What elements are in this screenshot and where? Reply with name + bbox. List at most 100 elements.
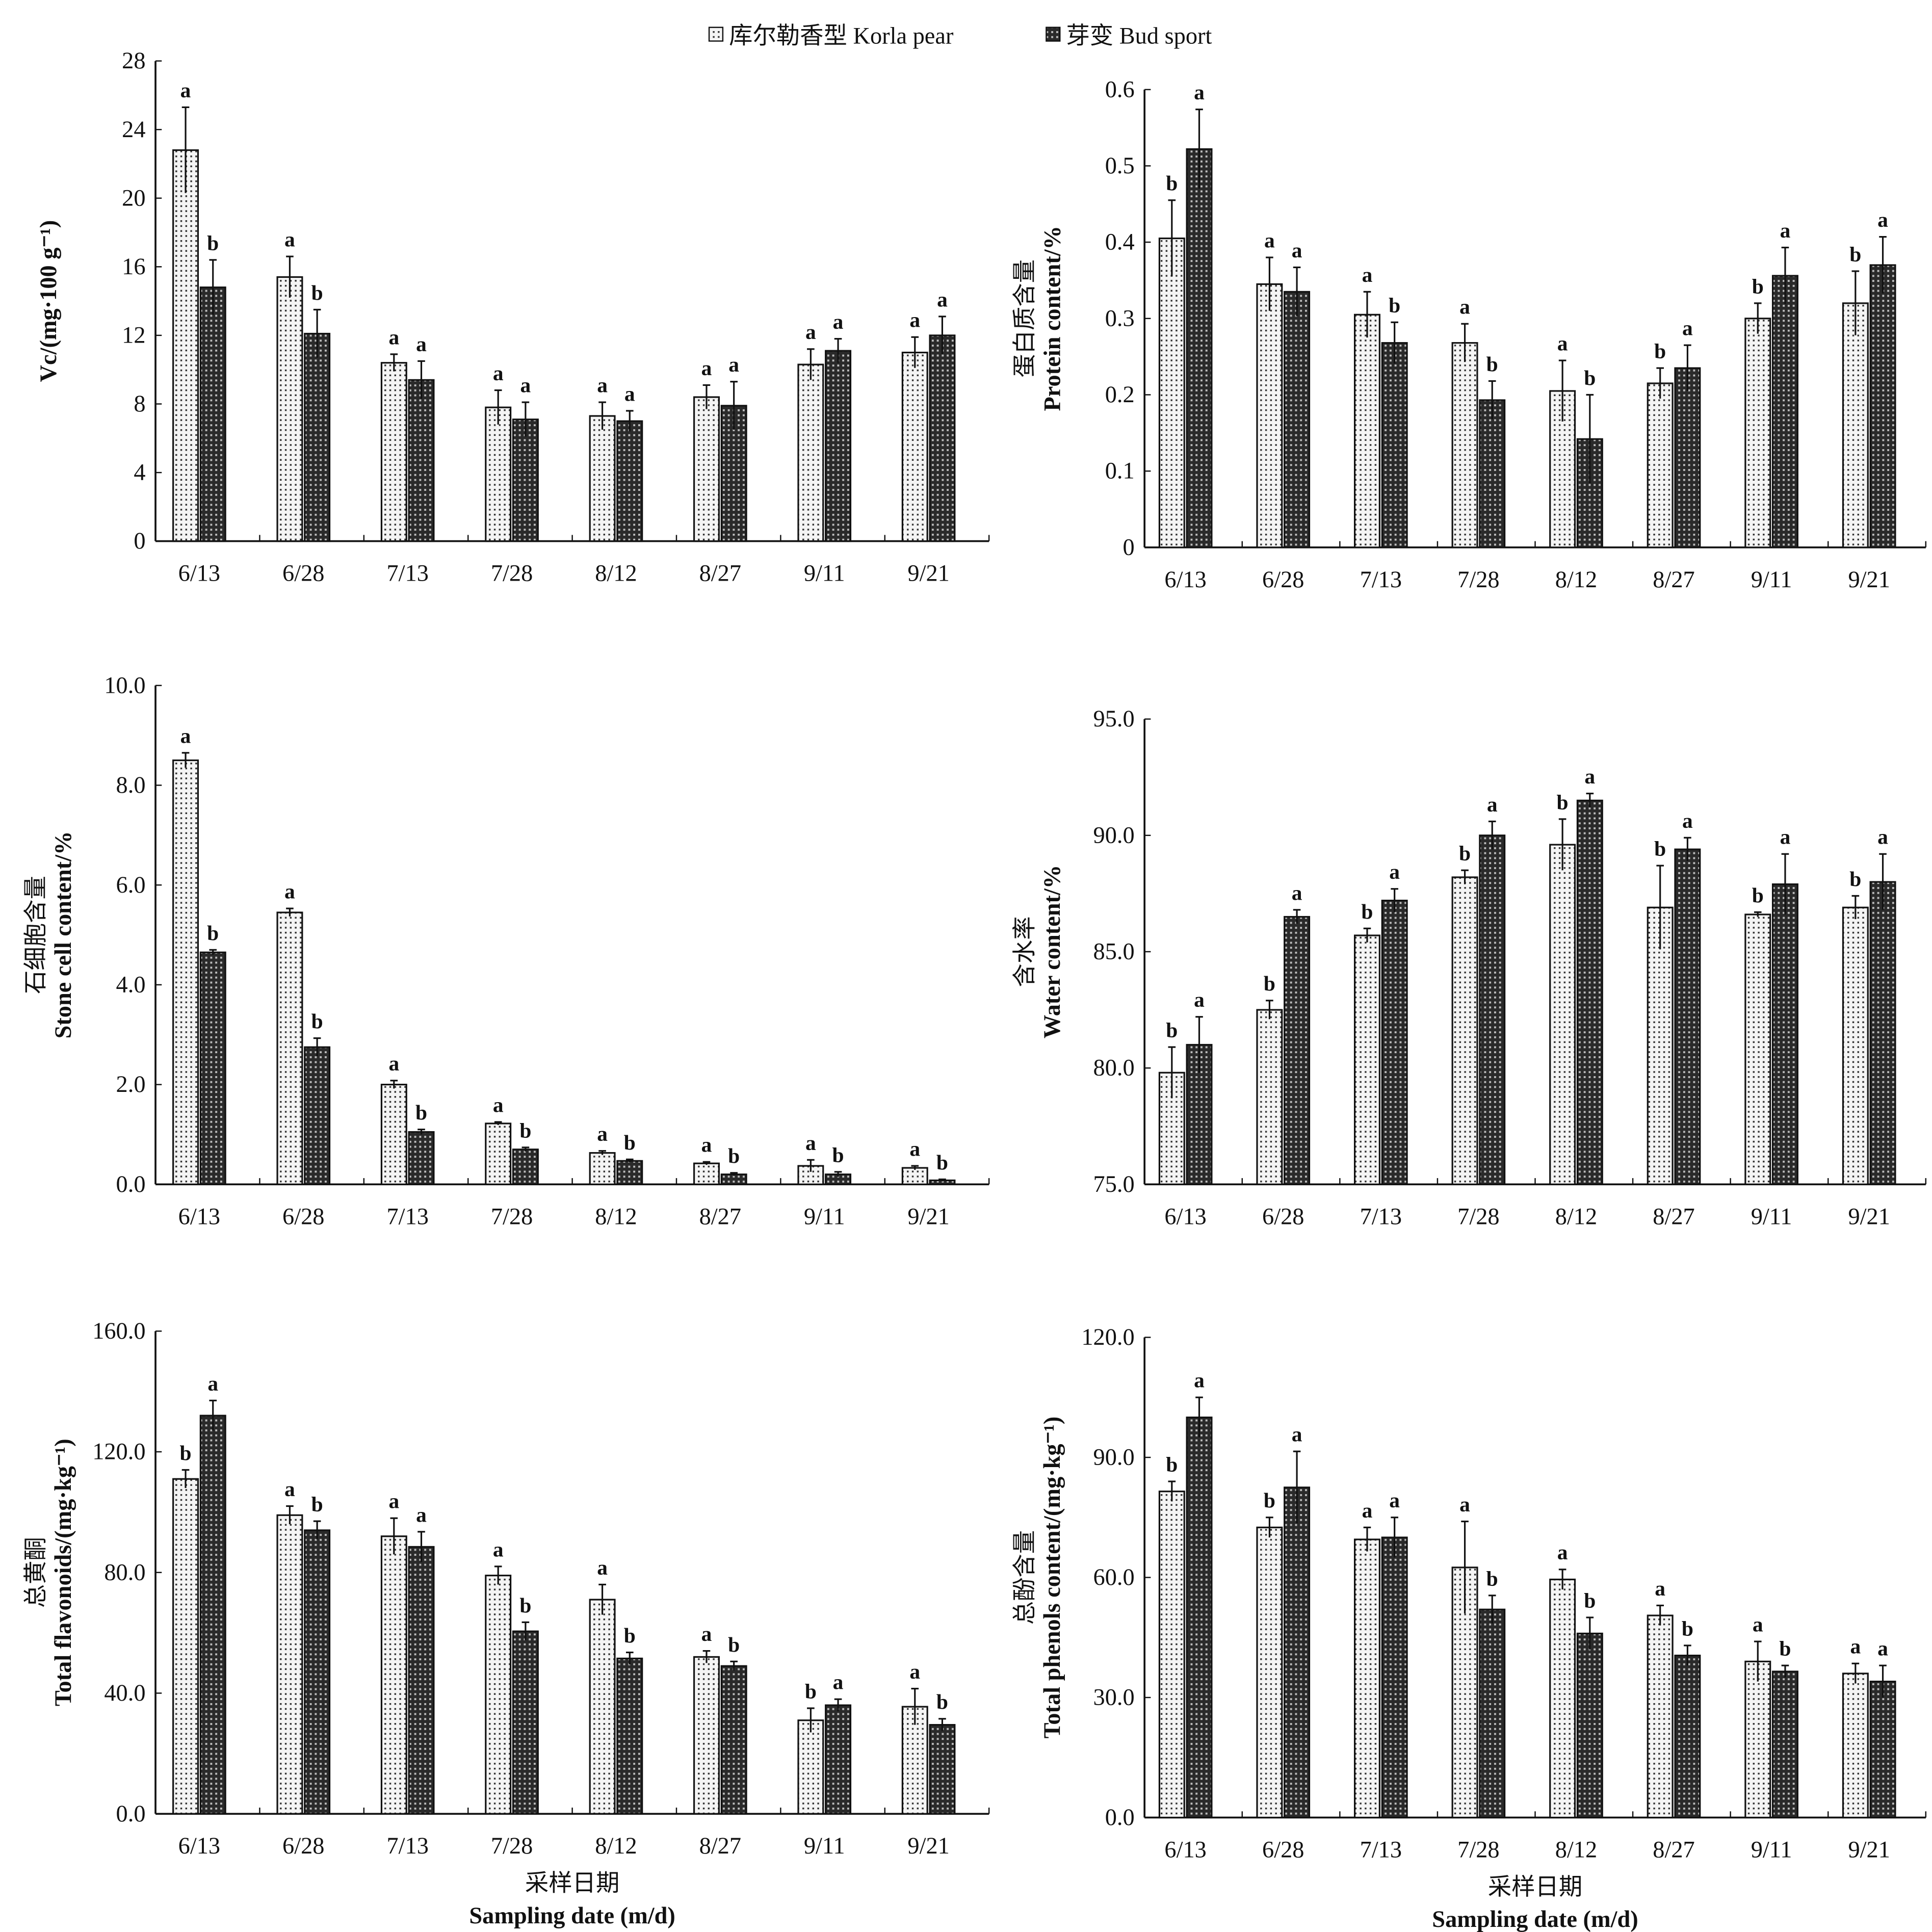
x-tick-label: 7/28 [1457, 1837, 1499, 1863]
significance-letter: a [937, 288, 948, 311]
bar-bud-9/21 [929, 1724, 956, 1815]
x-tick-label: 7/13 [1360, 1837, 1402, 1863]
bar-bud-9/11 [1771, 1670, 1798, 1819]
y-tick-label: 160.0 [92, 1318, 145, 1344]
bar-bud-8/12 [1576, 1632, 1603, 1819]
significance-letter: a [1682, 809, 1693, 832]
bar-korla-8/27 [693, 1656, 720, 1815]
x-tick-label: 8/12 [1555, 567, 1597, 593]
x-tick-label: 8/27 [699, 561, 741, 587]
significance-letter: b [1166, 1019, 1178, 1042]
y-axis-label: Stone cell content/% [50, 831, 76, 1039]
x-tick-label: 8/12 [595, 561, 637, 587]
bar-bud-8/12 [616, 1160, 643, 1185]
y-tick-label: 2.0 [116, 1072, 146, 1098]
significance-letter: a [1194, 988, 1205, 1011]
bar-korla-6/28 [1256, 283, 1283, 549]
bar-bud-7/13 [408, 1131, 435, 1185]
x-tick-label: 7/28 [491, 1833, 533, 1859]
bar-korla-7/28 [485, 1122, 512, 1185]
y-tick-label: 0.0 [116, 1801, 146, 1827]
x-tick-label: 8/12 [1555, 1837, 1597, 1863]
x-tick-label: 9/21 [907, 1204, 949, 1230]
significance-letter: a [1459, 1493, 1470, 1516]
bar-korla-7/13 [1353, 314, 1380, 549]
legend-label-korla: 库尔勒香型 Korla pear [729, 23, 954, 49]
significance-letter: b [311, 1493, 323, 1516]
x-tick-label: 6/28 [282, 1204, 324, 1230]
significance-letter: a [701, 1622, 712, 1646]
bar-bud-6/28 [1284, 916, 1311, 1185]
bar-korla-7/13 [380, 1535, 407, 1815]
significance-letter: a [1292, 881, 1302, 904]
y-tick-label: 95.0 [1093, 706, 1135, 732]
significance-letter: b [1486, 352, 1498, 376]
bar-bud-6/28 [1284, 291, 1311, 549]
bar-bud-6/13 [1186, 1043, 1213, 1185]
significance-letter: a [597, 1122, 608, 1145]
x-tick-label: 8/12 [595, 1204, 637, 1230]
significance-letter: b [1849, 867, 1861, 891]
y-tick-label: 24 [122, 117, 145, 143]
bar-korla-7/28 [485, 406, 512, 542]
x-tick-label: 6/13 [178, 561, 220, 587]
y-tick-label: 0 [134, 528, 145, 554]
x-axis-label-cn: 采样日期 [1488, 1874, 1582, 1900]
significance-letter: a [909, 1660, 920, 1683]
bar-korla-8/12 [589, 1152, 616, 1185]
bar-korla-6/28 [276, 276, 303, 542]
significance-letter: a [180, 724, 191, 747]
significance-letter: a [416, 1503, 427, 1526]
bar-bud-6/13 [199, 286, 226, 542]
bar-korla-7/13 [1353, 1538, 1380, 1819]
significance-letter: b [936, 1690, 948, 1713]
x-tick-label: 9/21 [1848, 1837, 1890, 1863]
significance-letter: b [1486, 1567, 1498, 1590]
significance-letter: a [701, 356, 712, 380]
x-tick-label: 7/13 [1360, 1204, 1402, 1230]
significance-letter: b [1752, 274, 1764, 298]
bar-korla-8/27 [1647, 1614, 1674, 1819]
x-tick-label: 9/21 [907, 1833, 949, 1859]
bar-korla-9/21 [901, 1167, 928, 1185]
x-axis-label-cn: 采样日期 [525, 1870, 619, 1896]
significance-letter: a [1780, 825, 1791, 849]
significance-letter: a [1264, 228, 1275, 252]
y-tick-label: 6.0 [116, 872, 146, 898]
y-tick-label: 16 [122, 254, 145, 280]
y-axis-label-cn: 蛋白质含量 [1012, 259, 1038, 378]
significance-letter: a [1682, 317, 1693, 340]
significance-letter: b [1682, 1616, 1693, 1640]
bar-bud-8/27 [1674, 848, 1701, 1185]
legend: 库尔勒香型 Korla pear 芽变 Bud sport [708, 22, 1212, 49]
y-tick-label: 4.0 [116, 972, 146, 998]
significance-letter: b [1459, 842, 1471, 865]
y-tick-label: 0.2 [1105, 382, 1135, 408]
significance-letter: b [415, 1101, 427, 1124]
bar-korla-9/21 [1842, 302, 1869, 549]
significance-letter: b [1264, 972, 1275, 995]
y-tick-label: 0.6 [1105, 76, 1135, 102]
significance-letter: a [1877, 1637, 1888, 1660]
bar-bud-8/27 [1674, 367, 1701, 549]
bar-bud-7/13 [408, 379, 435, 542]
bar-korla-9/21 [1842, 1673, 1869, 1819]
bar-bud-7/28 [1479, 1608, 1506, 1819]
x-tick-label: 6/13 [1164, 1837, 1206, 1863]
bar-korla-7/13 [380, 1083, 407, 1185]
y-tick-label: 20 [122, 185, 145, 211]
y-tick-label: 120.0 [92, 1439, 145, 1465]
bar-bud-9/21 [1869, 1680, 1896, 1819]
bar-bud-6/28 [1284, 1486, 1311, 1819]
significance-letter: a [493, 361, 504, 385]
significance-letter: b [311, 1009, 323, 1033]
x-tick-label: 6/13 [1164, 567, 1206, 593]
significance-letter: a [284, 1477, 295, 1501]
y-axis-label-cn: 含水率 [1012, 916, 1038, 987]
bar-bud-9/11 [825, 1704, 852, 1815]
y-tick-label: 0.0 [116, 1171, 146, 1197]
significance-letter: b [1584, 1588, 1596, 1612]
y-tick-label: 80.0 [104, 1559, 145, 1585]
